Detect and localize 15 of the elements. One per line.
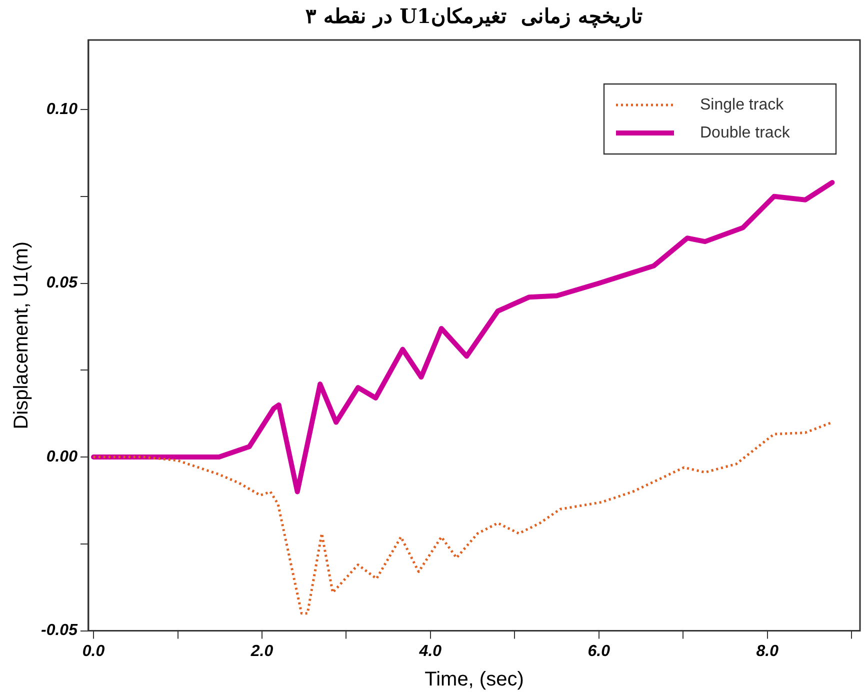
legend-label: Double track	[700, 124, 791, 142]
x-axis-title: Time, (sec)	[424, 668, 524, 691]
y-tick-label: -0.05	[41, 622, 79, 640]
x-tick-label: 6.0	[588, 642, 610, 660]
y-axis-title: Displacement, U1(m)	[10, 241, 33, 430]
legend-label: Single track	[700, 96, 785, 114]
x-tick-label: 2.0	[250, 642, 274, 660]
y-tick-label: 0.00	[46, 448, 78, 466]
line-series	[92, 421, 834, 615]
x-tick-label: 0.0	[82, 642, 105, 660]
y-tick-label: 0.10	[46, 100, 78, 118]
x-tick-label: 4.0	[418, 642, 442, 660]
chart-title: تاریخچه زمانی تغیرمکانU1 در نقطه ۳	[306, 4, 643, 30]
y-tick-label: 0.05	[46, 274, 79, 292]
x-tick-label: 8.0	[756, 642, 779, 660]
